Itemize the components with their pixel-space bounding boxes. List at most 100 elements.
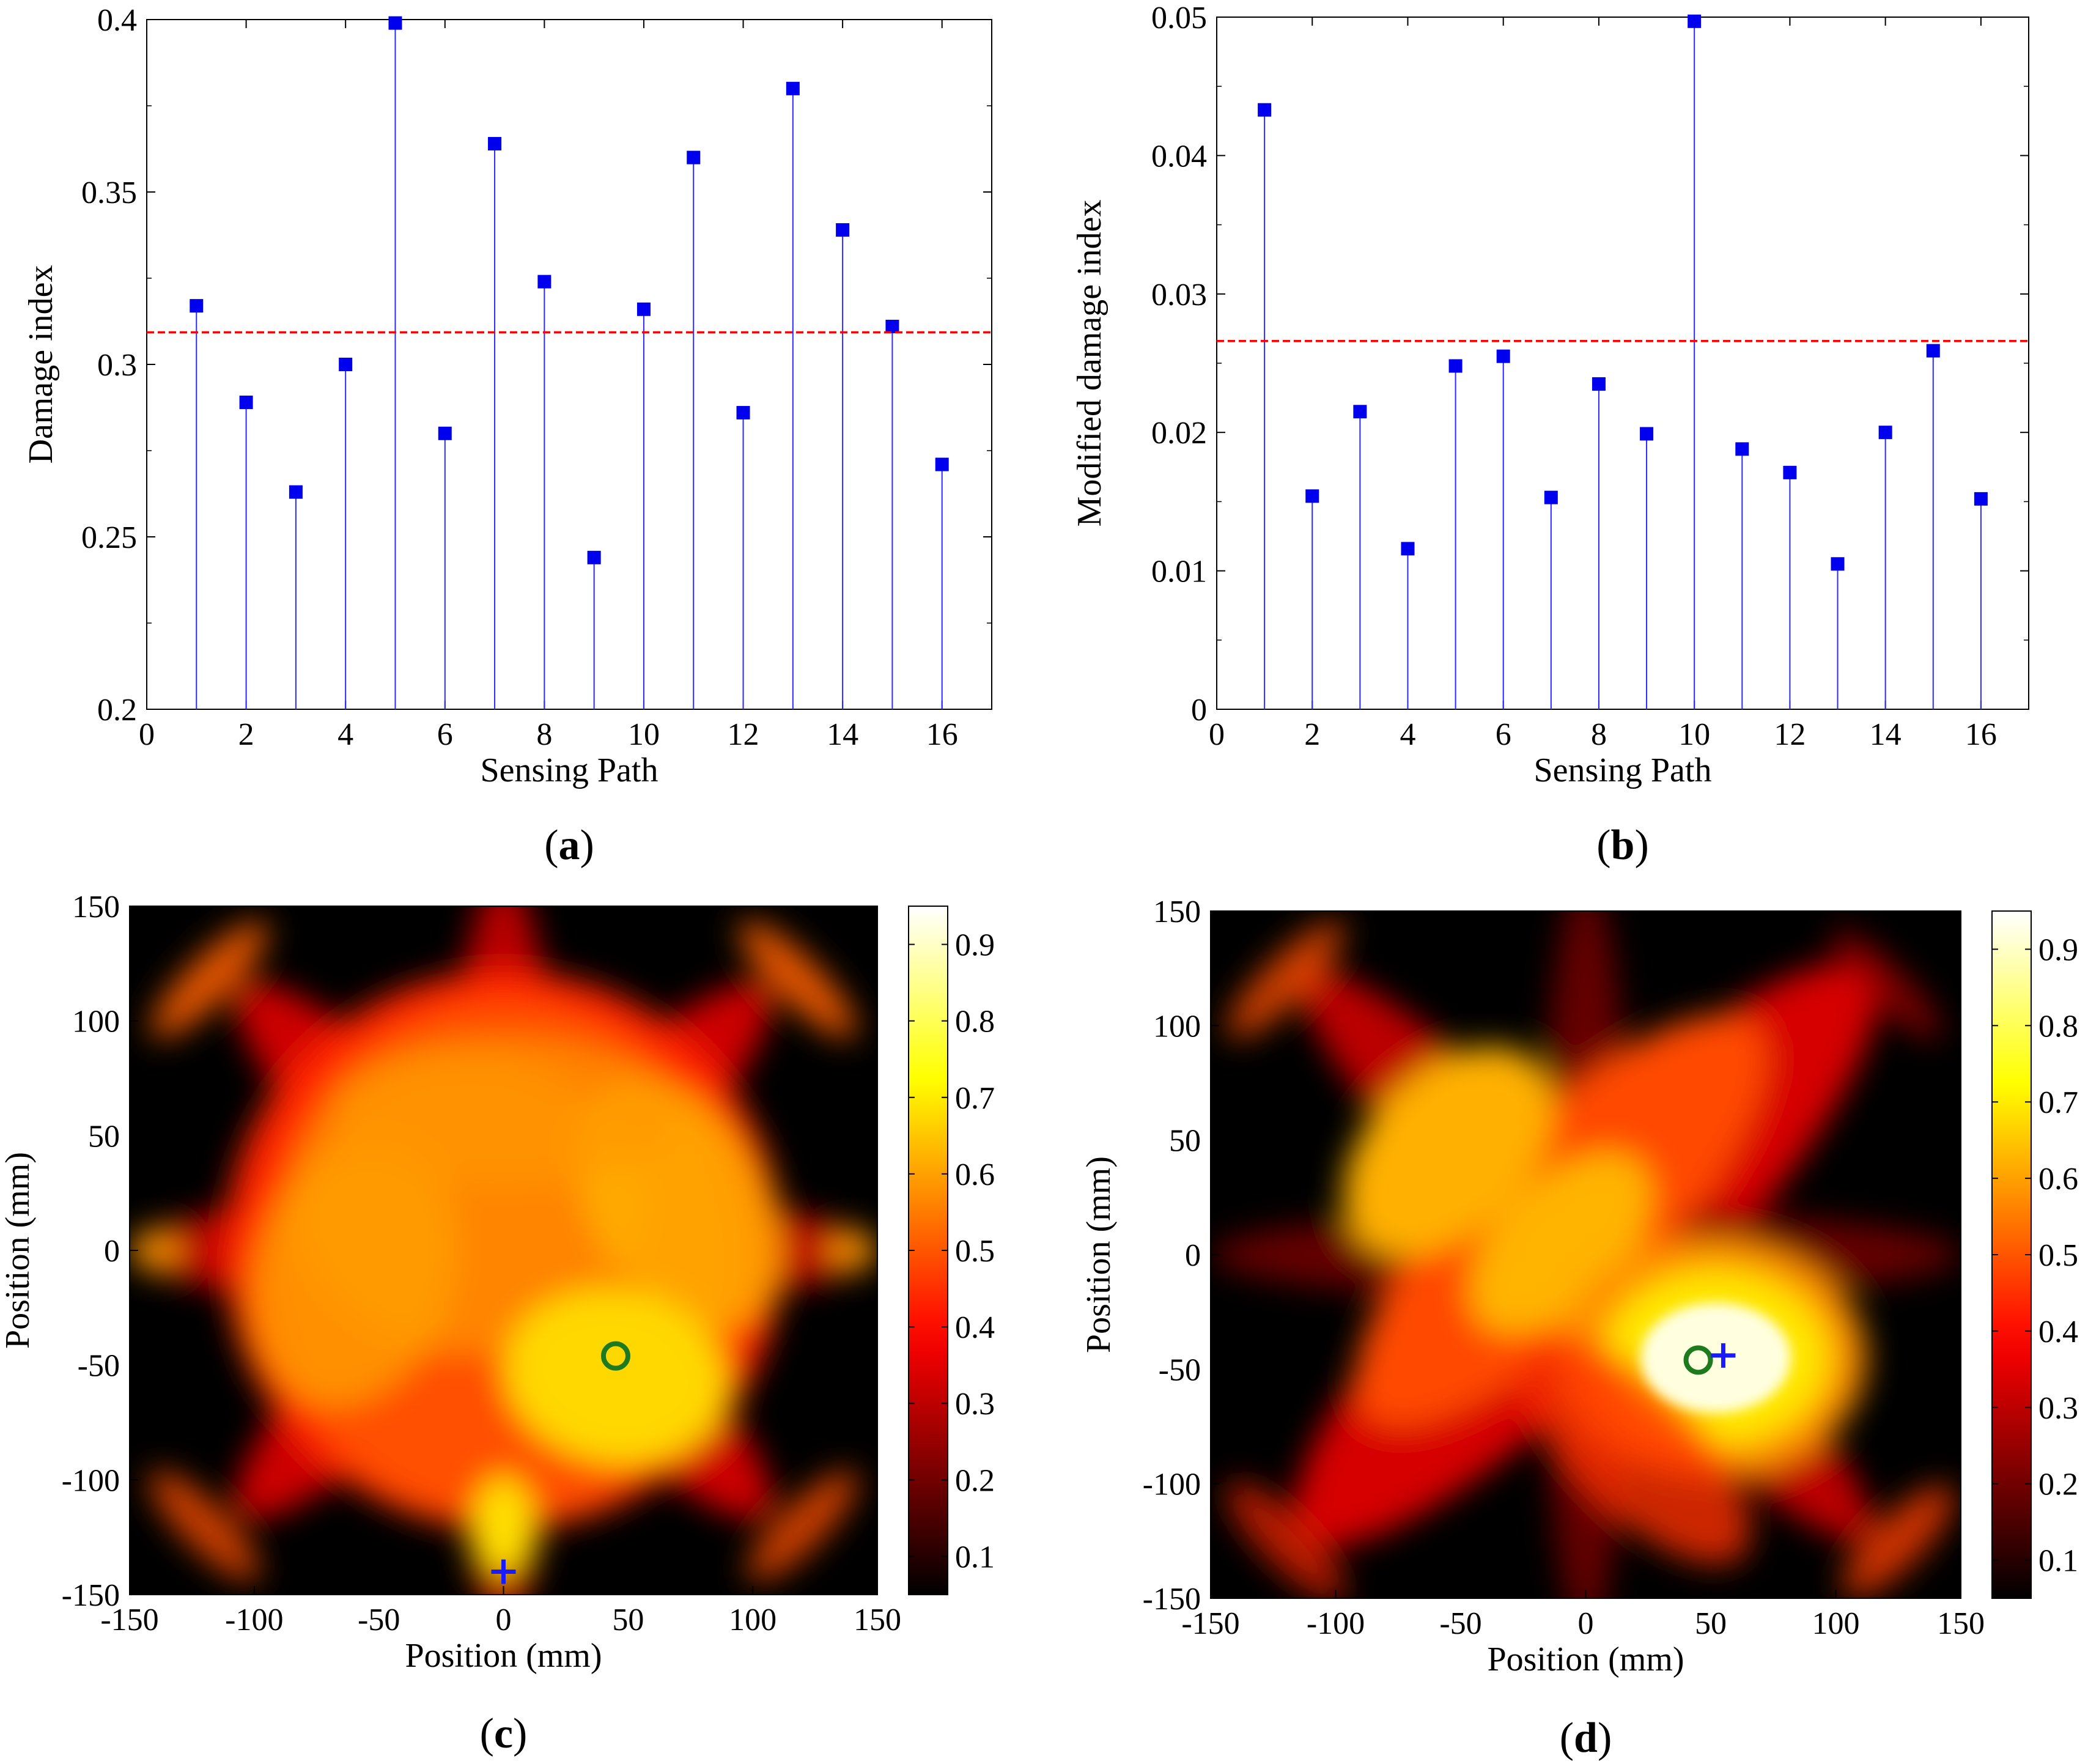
heatmap-core [1640, 1302, 1791, 1413]
plot-frame [1216, 17, 2029, 710]
y-tick-label: -100 [62, 1463, 120, 1498]
stem-marker [1258, 103, 1272, 117]
y-tick-label: 0 [1191, 693, 1207, 728]
colorbar-tick-label: 0.6 [2038, 1162, 2078, 1197]
colorbar-tick-label: 0.1 [955, 1540, 995, 1574]
stem-marker [488, 137, 502, 151]
stem-marker [885, 319, 899, 333]
x-tick-label: 0 [139, 717, 155, 752]
colorbar-tick-label: 0.6 [955, 1157, 995, 1192]
x-tick-label: -100 [225, 1603, 283, 1637]
damage-circle-marker [1683, 1345, 1713, 1375]
x-tick-label: 8 [536, 717, 552, 752]
colorbar-tick-label: 0.7 [2038, 1085, 2078, 1120]
y-tick-label: 150 [72, 890, 120, 924]
heatmap-chart-d: -150 -100 -50 0 50 100 150 -150 -100 -50 0 50 100 150… [1080, 895, 2078, 1762]
stem-marker [1926, 344, 1940, 358]
colorbar-tick-label: 0.9 [2038, 932, 2078, 967]
colorbar-tick-label: 0.8 [2038, 1009, 2078, 1044]
y-tick-label: 50 [88, 1119, 120, 1154]
heatmap-chart-c: -150 -100 -50 0 50 100 150 -150 -100 -50 0 50 100 150… [0, 890, 995, 1757]
panel-label: (a) [544, 822, 594, 869]
x-tick-label: 8 [1591, 717, 1607, 752]
x-axis-label: Sensing Path [481, 751, 658, 789]
y-tick-label: 0 [1185, 1238, 1201, 1273]
y-tick-label: 0.25 [81, 520, 137, 555]
heatmap-field [1211, 911, 1961, 1598]
colorbar-tick-label: 0.2 [955, 1463, 995, 1498]
colorbar-tick-label: 0.1 [2038, 1544, 2078, 1579]
y-tick-label: 0.01 [1151, 555, 1207, 589]
heatmap-blob [473, 1475, 534, 1576]
heatmap-blob [1842, 1485, 1955, 1597]
x-tick-label: -150 [100, 1603, 158, 1637]
stem-marker [1353, 405, 1367, 419]
y-tick-label: 0.4 [97, 3, 137, 38]
x-tick-label: 6 [437, 717, 453, 752]
x-tick-label: -150 [1181, 1606, 1239, 1641]
x-tick-label: 2 [1304, 717, 1320, 752]
y-tick-label: 0.05 [1151, 1, 1207, 35]
stem-marker [289, 485, 303, 499]
stem-marker [1305, 489, 1319, 503]
panel-label-open: ( [544, 822, 558, 869]
x-tick-label: 100 [1812, 1606, 1860, 1641]
panel-label-letter: a [559, 822, 580, 869]
colorbar-tick-label: 0.3 [2038, 1391, 2078, 1426]
y-tick-label: -100 [1143, 1467, 1201, 1502]
heatmap-blob [1640, 1302, 1791, 1413]
x-tick-label: 6 [1496, 717, 1511, 752]
x-tick-label: 150 [1937, 1606, 1985, 1641]
stem-marker [1592, 377, 1606, 391]
stem-marker [1688, 14, 1702, 28]
y-tick-label: 100 [72, 1005, 120, 1039]
colorbar-tick-label: 0.4 [2038, 1315, 2078, 1349]
heatmap-blob [504, 1288, 728, 1465]
heatmap-blob [1831, 929, 1941, 1039]
heatmap-blob [149, 1471, 260, 1581]
stem-marker [339, 358, 353, 371]
colorbar-tick-label: 0.9 [955, 928, 995, 963]
stem-marker [537, 275, 552, 289]
stem-marker [786, 81, 800, 95]
colorbar-tick-label: 0.4 [955, 1310, 995, 1345]
y-tick-label: 0.03 [1151, 278, 1207, 312]
x-tick-label: -50 [358, 1603, 400, 1637]
heatmap-blob [249, 1140, 459, 1407]
heatmap-blob [1227, 921, 1345, 1039]
panel-label-close: ) [1634, 822, 1648, 869]
heatmap-blob [1343, 1046, 1554, 1257]
x-tick-label: -50 [1439, 1606, 1481, 1641]
heatmap-field [130, 906, 877, 1595]
colorbar-tick-label: 0.7 [955, 1081, 995, 1116]
y-axis-label: Modified damage index [1071, 200, 1109, 527]
y-tick-label: 0.35 [81, 175, 137, 210]
y-tick-label: 0.3 [97, 348, 137, 383]
stem-marker [388, 16, 402, 30]
stem-marker [1448, 359, 1463, 373]
stem-marker [1544, 490, 1558, 504]
heatmap-blob [1521, 1334, 1751, 1565]
panel-label-close: ) [1598, 1714, 1612, 1762]
x-tick-label: 10 [1678, 717, 1710, 752]
x-tick-label: 150 [854, 1603, 901, 1637]
x-tick-label: 0 [1209, 717, 1225, 752]
stem-chart-a: 0 2 4 6 8 10 12 14 16 0.2 0.25 0.3 0.35 0.4 Sensing Pa… [22, 3, 992, 869]
x-tick-label: 100 [729, 1603, 777, 1637]
x-tick-label: 10 [628, 717, 660, 752]
x-tick-label: 16 [1965, 717, 1997, 752]
stem-marker [636, 302, 651, 316]
panel-label-close: ) [580, 822, 594, 869]
colorbar-tick-label: 0.3 [955, 1387, 995, 1422]
stem-marker [1974, 492, 1988, 506]
x-tick-label: 16 [926, 717, 958, 752]
stem-marker [1401, 542, 1415, 556]
x-tick-label: 50 [1695, 1606, 1727, 1641]
panel-label-letter: c [494, 1710, 513, 1757]
panel-label-letter: b [1611, 822, 1635, 869]
stem-marker [587, 550, 601, 564]
panel-label: (b) [1596, 822, 1649, 869]
heatmap-blobs [1211, 911, 1961, 1598]
plot-frame [146, 19, 992, 710]
